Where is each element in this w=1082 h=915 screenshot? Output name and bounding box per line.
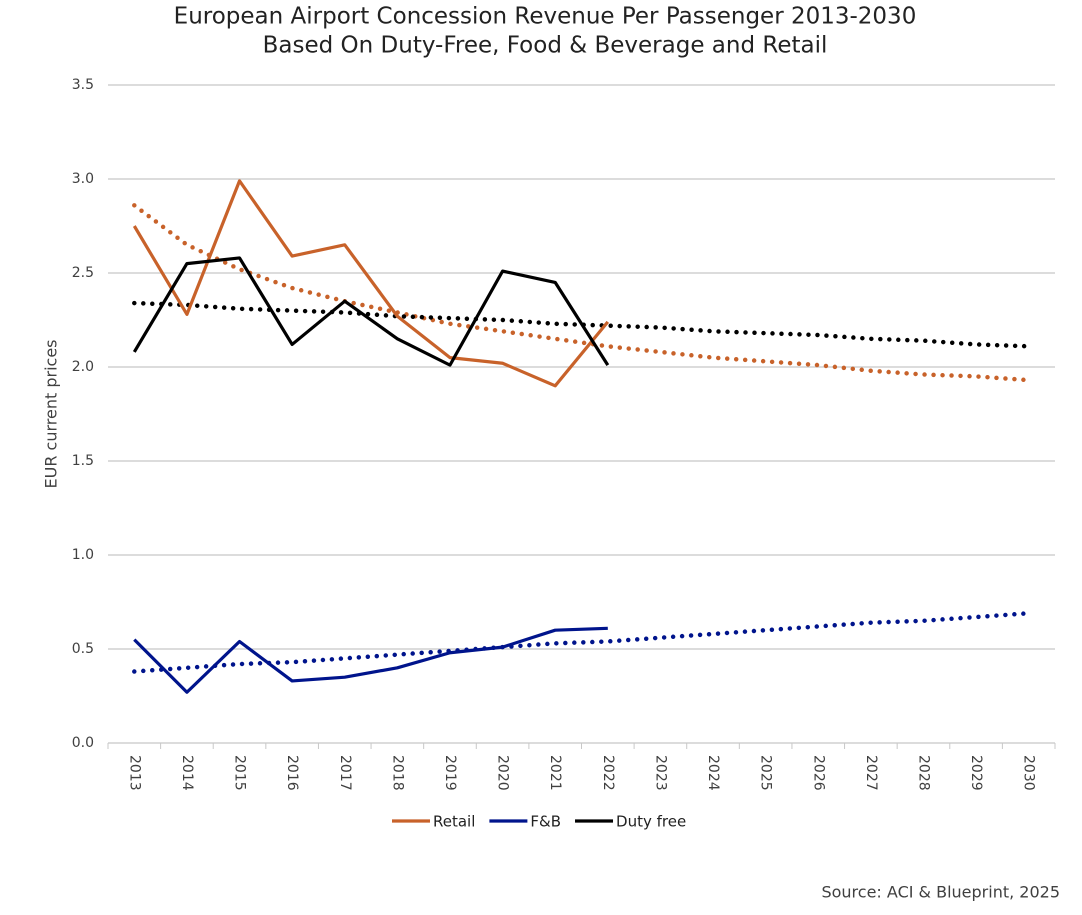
chart-subtitle: Based On Duty-Free, Food & Beverage and … [263, 33, 828, 59]
trend-line [132, 611, 1031, 674]
series-line [133, 626, 608, 694]
source: Source: ACI & Blueprint, 2025 [821, 883, 1060, 902]
y-tick-label: 3.0 [72, 171, 94, 187]
x-tick-label: 2028 [915, 755, 931, 791]
x-tick-label: 2013 [126, 755, 142, 791]
y-tick-label: 2.5 [72, 265, 94, 281]
y-tick-label: 2.0 [72, 359, 94, 375]
legend-label: Duty free [616, 813, 686, 831]
series-line [132, 256, 610, 367]
x-tick-label: 2017 [337, 755, 353, 791]
x-tick-label: 2016 [284, 755, 300, 791]
x-tick-label: 2024 [705, 755, 721, 791]
trend-line [132, 203, 1031, 383]
x-tick-label: 2019 [442, 755, 458, 791]
x-tick-label: 2027 [863, 755, 879, 791]
x-tick-label: 2018 [389, 755, 405, 791]
x-tick-label: 2030 [1021, 755, 1037, 791]
x-tick-label: 2020 [495, 755, 511, 791]
y-tick-label: 0.0 [72, 735, 94, 751]
x-tick-label: 2022 [600, 755, 616, 791]
x-tick-label: 2023 [652, 755, 668, 791]
x-tick-label: 2014 [179, 755, 195, 791]
x-tick-label: 2025 [758, 755, 774, 791]
chart-title: European Airport Concession Revenue Per … [174, 4, 917, 30]
x-tick-label: 2026 [810, 755, 826, 791]
y-tick-label: 1.0 [72, 547, 94, 563]
x-tick-label: 2029 [968, 755, 984, 791]
x-tick-label: 2015 [232, 755, 248, 791]
legend-label: F&B [530, 813, 561, 831]
series-line [132, 179, 610, 388]
x-tick-label: 2021 [547, 755, 563, 791]
y-tick-label: 0.5 [72, 641, 94, 657]
y-axis-label: EUR current prices [42, 340, 61, 489]
y-tick-label: 1.5 [72, 453, 94, 469]
y-tick-label: 3.5 [72, 77, 94, 93]
legend-label: Retail [433, 813, 475, 831]
